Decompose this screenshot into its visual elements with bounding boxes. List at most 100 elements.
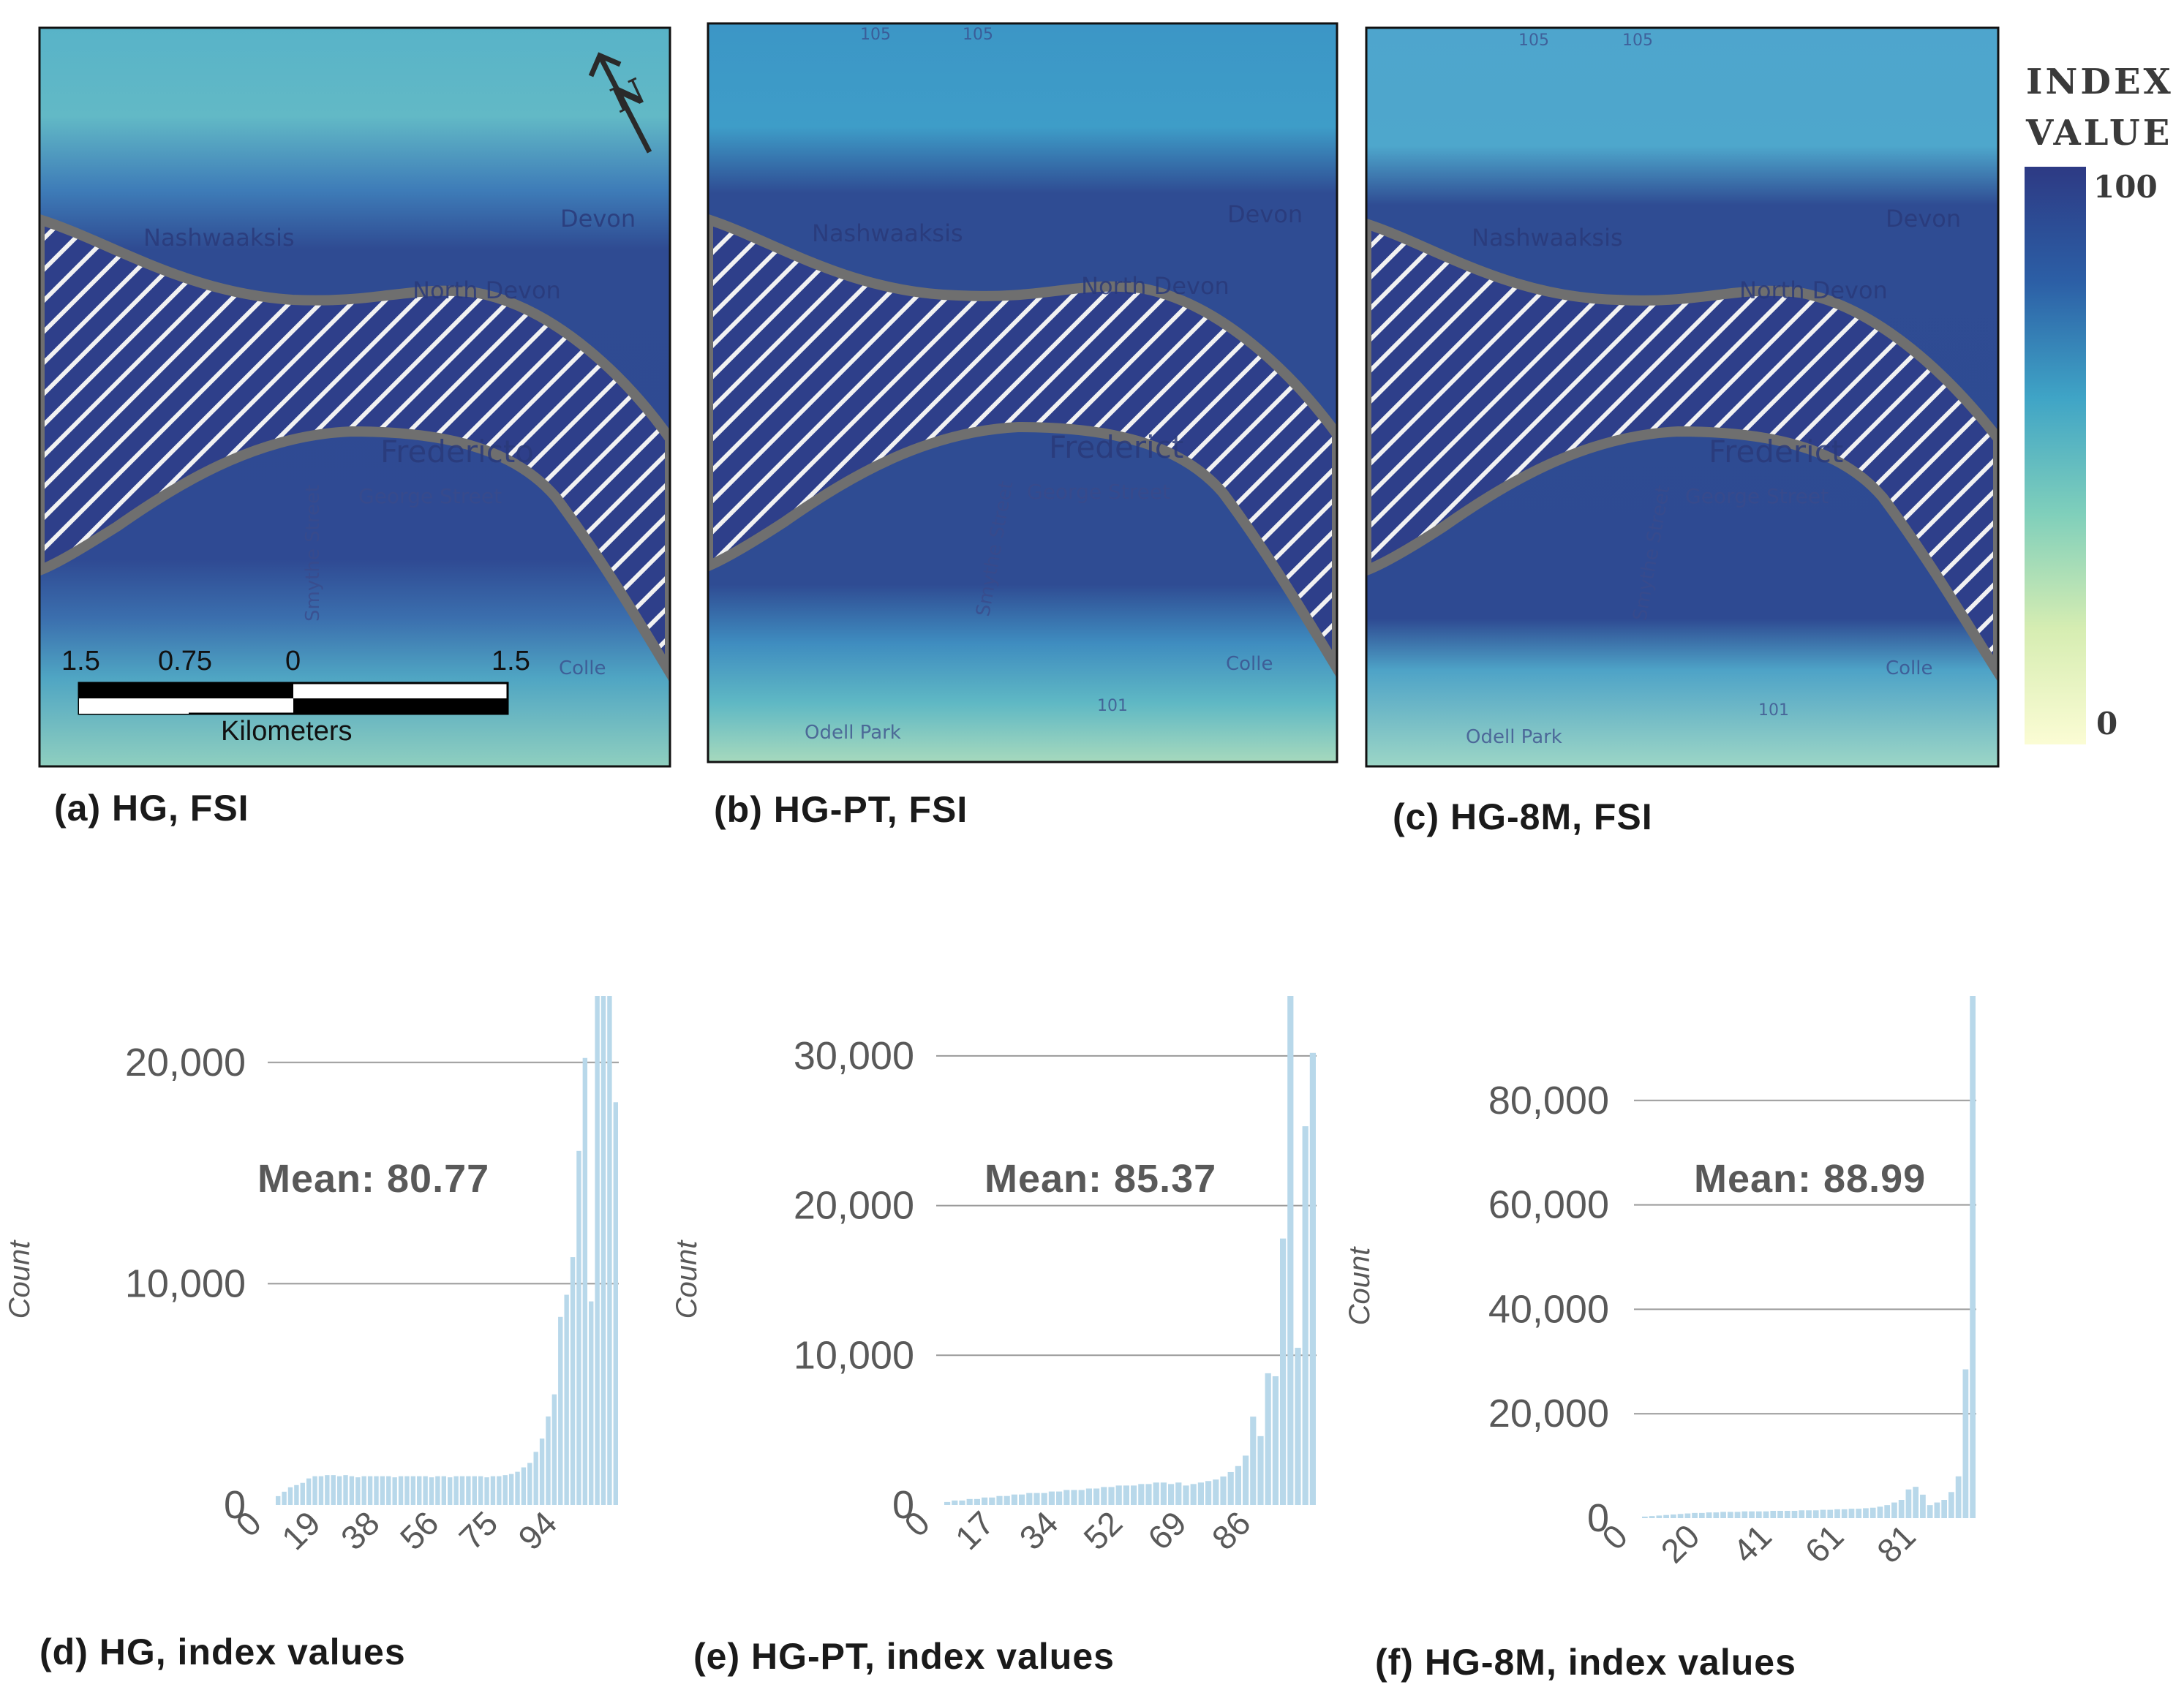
bar-f-27 xyxy=(1834,1509,1840,1518)
xtick-e-5: 86 xyxy=(1205,1504,1258,1557)
bar-d-34 xyxy=(484,1477,489,1505)
bar-f-11 xyxy=(1720,1512,1726,1518)
bar-f-13 xyxy=(1734,1512,1741,1518)
xtick-e-1: 17 xyxy=(948,1504,1001,1557)
legend-title-line2: VALUE xyxy=(2025,113,2172,154)
bar-d-38 xyxy=(508,1474,514,1505)
caption-e: (e) HG-PT, index values xyxy=(693,1636,1115,1677)
bar-f-19 xyxy=(1777,1511,1783,1518)
bar-f-32 xyxy=(1869,1507,1876,1518)
bar-e-26 xyxy=(1138,1484,1145,1505)
bar-d-25 xyxy=(429,1477,434,1505)
bar-d-21 xyxy=(404,1476,410,1505)
map-c: Nashwaaksis Devon North Devon Frederict … xyxy=(1366,28,1998,766)
bar-e-48 xyxy=(1302,1126,1308,1505)
bar-e-16 xyxy=(1063,1490,1070,1505)
bar-d-51 xyxy=(589,1301,594,1505)
bar-d-53 xyxy=(600,996,606,1505)
bar-e-14 xyxy=(1048,1491,1055,1505)
bar-f-29 xyxy=(1848,1509,1855,1518)
bar-f-1 xyxy=(1649,1516,1655,1518)
map-a-label-nashwaaksis: Nashwaaksis xyxy=(143,224,295,252)
scale-tick-3: 0 xyxy=(285,646,301,676)
bar-e-11 xyxy=(1026,1493,1033,1505)
bar-d-0 xyxy=(276,1495,281,1505)
map-a-river xyxy=(39,214,670,683)
bar-f-24 xyxy=(1812,1510,1819,1518)
bar-e-49 xyxy=(1309,1052,1316,1505)
map-a-label-devon: Devon xyxy=(560,205,636,233)
ytick-f-2: 40,000 xyxy=(1488,1287,1609,1331)
bar-f-4 xyxy=(1670,1514,1676,1518)
bar-d-46 xyxy=(558,1316,563,1505)
map-c-label-hwy-105a: 105 xyxy=(1518,31,1549,50)
bar-d-49 xyxy=(576,1150,581,1505)
ytick-f-0: 0 xyxy=(1587,1496,1609,1540)
map-c-river xyxy=(1366,218,1998,683)
bar-e-2 xyxy=(959,1500,965,1505)
bar-d-36 xyxy=(497,1476,502,1505)
bar-f-40 xyxy=(1927,1505,1933,1518)
bar-f-39 xyxy=(1920,1494,1926,1518)
xtick-e-2: 34 xyxy=(1012,1504,1066,1557)
legend-max-label: 100 xyxy=(2093,169,2158,205)
legend-title-line1: INDEX xyxy=(2026,61,2174,102)
ylabel-f: Count xyxy=(1344,1246,1376,1326)
ytick-e-3: 30,000 xyxy=(794,1034,914,1078)
map-a-label-smythe-street: Smythe Street xyxy=(302,485,324,622)
map-c-label-nashwaaksis: Nashwaaksis xyxy=(1472,224,1623,252)
bar-f-16 xyxy=(1755,1511,1762,1518)
xtick-f-1: 20 xyxy=(1654,1517,1707,1570)
bar-d-13 xyxy=(355,1477,361,1505)
bar-e-43 xyxy=(1265,1373,1271,1505)
bar-e-39 xyxy=(1235,1465,1241,1505)
xtick-d-3: 56 xyxy=(393,1504,446,1557)
bar-d-15 xyxy=(367,1476,373,1505)
bar-f-14 xyxy=(1741,1511,1748,1518)
bar-d-29 xyxy=(453,1476,459,1505)
bar-e-15 xyxy=(1056,1491,1063,1505)
bar-e-22 xyxy=(1108,1487,1115,1505)
bar-d-19 xyxy=(392,1477,397,1505)
map-c-label-college: Colle xyxy=(1886,657,1933,679)
bar-f-41 xyxy=(1934,1502,1940,1518)
bar-d-39 xyxy=(515,1471,520,1505)
bar-d-28 xyxy=(448,1477,453,1505)
bar-e-45 xyxy=(1280,1238,1287,1505)
ylabel-e: Count xyxy=(671,1240,703,1319)
map-c-label-hwy-105b: 105 xyxy=(1622,31,1653,50)
bar-d-54 xyxy=(607,996,612,1505)
bar-e-29 xyxy=(1160,1482,1167,1505)
map-a-label-george-street: George Street xyxy=(358,484,502,508)
bar-d-31 xyxy=(466,1476,471,1505)
bar-d-9 xyxy=(331,1475,336,1505)
bar-d-33 xyxy=(478,1476,483,1505)
ytick-d-2: 20,000 xyxy=(125,1041,246,1084)
bar-e-23 xyxy=(1115,1485,1122,1505)
bar-d-2 xyxy=(287,1487,293,1505)
ytick-f-4: 80,000 xyxy=(1488,1079,1609,1123)
bar-f-28 xyxy=(1841,1509,1848,1518)
bar-f-35 xyxy=(1891,1502,1897,1518)
map-b-label-college: Colle xyxy=(1226,653,1273,675)
bar-e-34 xyxy=(1197,1482,1204,1505)
map-b-label-hwy-105b: 105 xyxy=(963,26,993,44)
bar-d-1 xyxy=(282,1491,287,1505)
bar-d-30 xyxy=(459,1476,465,1505)
ytick-e-2: 20,000 xyxy=(794,1184,914,1228)
bar-f-25 xyxy=(1820,1509,1826,1518)
bar-e-27 xyxy=(1145,1484,1152,1505)
bar-d-7 xyxy=(318,1476,324,1505)
bar-e-17 xyxy=(1071,1490,1077,1505)
bar-e-19 xyxy=(1085,1488,1092,1505)
bar-d-37 xyxy=(502,1475,508,1505)
xtick-d-2: 38 xyxy=(334,1504,387,1557)
bar-f-22 xyxy=(1799,1510,1805,1518)
bar-e-30 xyxy=(1168,1484,1175,1505)
map-c-label-devon: Devon xyxy=(1886,205,1961,233)
bar-e-28 xyxy=(1153,1482,1159,1505)
bar-d-44 xyxy=(546,1416,551,1505)
